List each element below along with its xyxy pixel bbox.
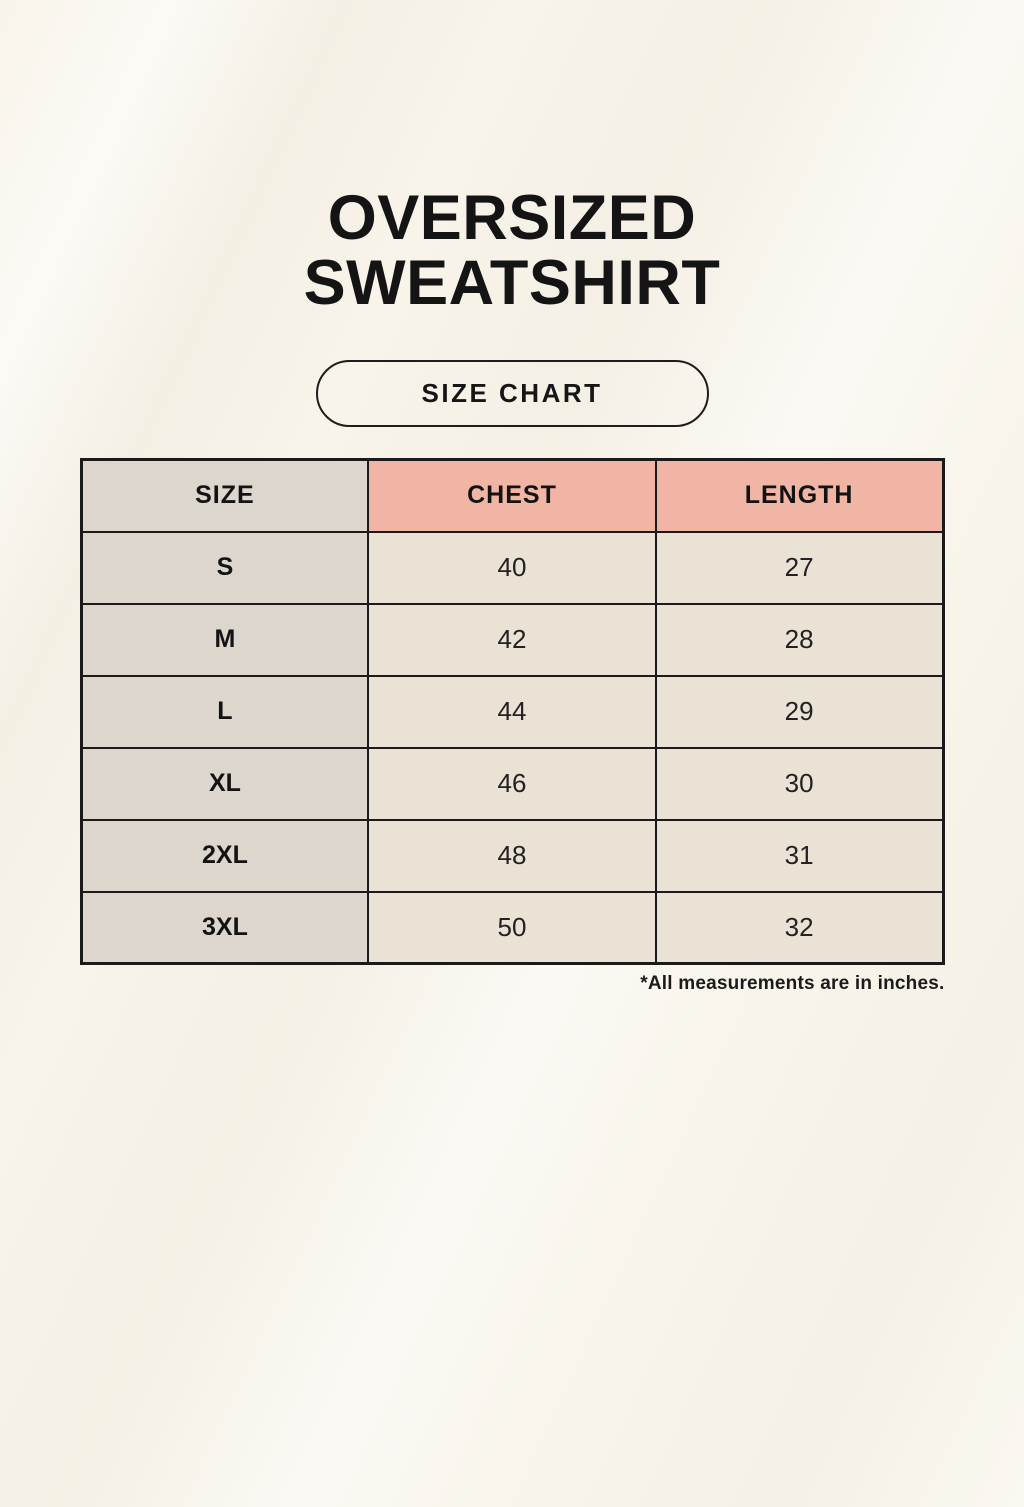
length-cell: 29 [654, 674, 945, 749]
table-row-m: M 42 28 [79, 602, 945, 677]
header-row: SIZE CHEST LENGTH [79, 458, 945, 533]
size-cell: 3XL [79, 890, 370, 965]
size-cell: L [79, 674, 370, 749]
size-chart-button[interactable]: SIZE CHART [315, 360, 709, 427]
length-cell: 30 [654, 746, 945, 821]
col-header-length: LENGTH [654, 458, 945, 533]
length-cell: 32 [654, 890, 945, 965]
product-title: OVERSIZED SWEATSHIRT [0, 186, 1024, 316]
size-cell: S [79, 530, 370, 605]
size-chart-table-body: S 40 27 M 42 28 L 44 29 XL 46 30 2XL 48 … [79, 530, 945, 965]
size-chart-table: SIZE CHEST LENGTH S 40 27 M 42 28 L 44 2… [79, 458, 945, 965]
product-title-line1: OVERSIZED [327, 183, 697, 253]
size-cell: XL [79, 746, 370, 821]
length-cell: 27 [654, 530, 945, 605]
length-cell: 31 [654, 818, 945, 893]
col-header-chest: CHEST [367, 458, 657, 533]
footnote-container: *All measurements are in inches. [80, 973, 945, 995]
size-cell: 2XL [79, 818, 370, 893]
chest-cell: 44 [367, 674, 657, 749]
size-cell: M [79, 602, 370, 677]
chest-cell: 46 [367, 746, 657, 821]
table-row-s: S 40 27 [79, 530, 945, 605]
product-title-line2: SWEATSHIRT [303, 248, 721, 318]
chest-cell: 48 [367, 818, 657, 893]
table-row-2xl: 2XL 48 31 [79, 818, 945, 893]
table-row-l: L 44 29 [79, 674, 945, 749]
length-cell: 28 [654, 602, 945, 677]
size-chart-table-header: SIZE CHEST LENGTH [79, 458, 945, 533]
size-chart-button-label: SIZE CHART [421, 378, 603, 408]
chest-cell: 42 [367, 602, 657, 677]
chest-cell: 40 [367, 530, 657, 605]
col-header-size: SIZE [79, 458, 370, 533]
measurements-note: *All measurements are in inches. [640, 973, 945, 994]
table-row-xl: XL 46 30 [79, 746, 945, 821]
table-row-3xl: 3XL 50 32 [79, 890, 945, 965]
chest-cell: 50 [367, 890, 657, 965]
